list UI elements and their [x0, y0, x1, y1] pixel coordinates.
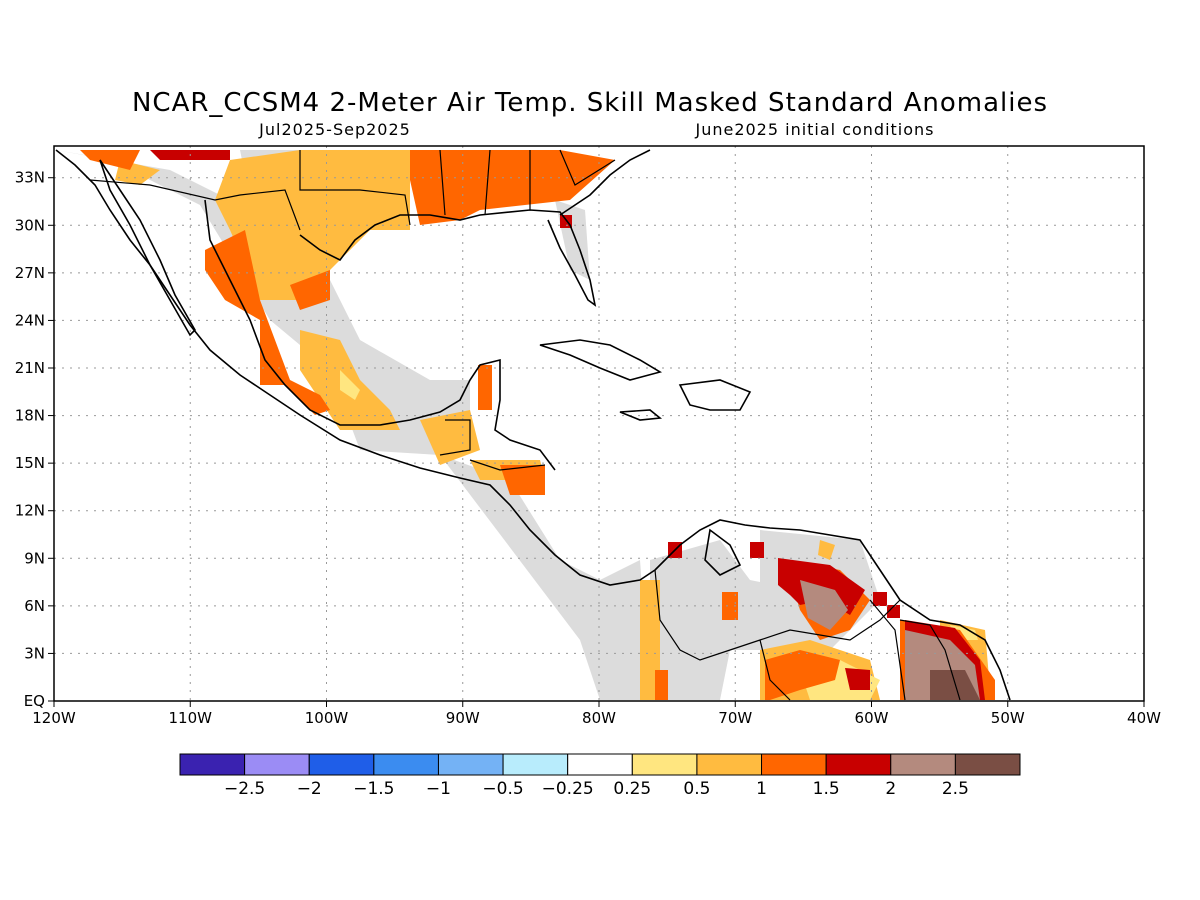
colorbar-label: −0.25: [542, 779, 594, 799]
x-tick-label: 100W: [305, 709, 349, 727]
x-tick-label: 80W: [582, 709, 616, 727]
colorbar-swatch: [761, 753, 827, 776]
x-tick-label: 60W: [855, 709, 889, 727]
x-tick-label: 70W: [718, 709, 752, 727]
y-tick-label: 9N: [24, 549, 45, 567]
map-area: [54, 146, 1144, 701]
colorbar-label: −1: [426, 779, 451, 799]
y-tick-label: 3N: [24, 644, 45, 662]
x-tick-label: 120W: [32, 709, 76, 727]
y-tick-label: 18N: [15, 407, 45, 425]
colorbar-label: 2.5: [942, 779, 969, 799]
colorbar: −2.5 −2 −1.5 −1 −0.5 −0.25 0.25 0.5 1 1.5 2 2.5: [179, 753, 1021, 799]
borders: [89, 149, 961, 701]
colorbar-swatch: [437, 753, 504, 776]
colorbar-swatch: [631, 753, 698, 776]
y-tick-label: 30N: [15, 216, 45, 234]
colorbar-swatch: [890, 753, 956, 776]
y-tick-label: 27N: [15, 264, 45, 282]
y-tick-label: 15N: [15, 454, 45, 472]
colorbar-label: −2: [297, 779, 322, 799]
x-axis-ticks: 120W 110W 100W 90W 80W 70W 60W 50W 40W: [32, 701, 1161, 727]
colorbar-swatch: [502, 753, 569, 776]
map-title: NCAR_CCSM4 2-Meter Air Temp. Skill Maske…: [132, 88, 1048, 118]
coastlines: [55, 149, 1011, 701]
colorbar-swatch: [244, 753, 310, 776]
colorbar-label: 1: [756, 779, 767, 799]
colorbar-swatch: [825, 753, 892, 776]
y-axis-ticks: EQ 3N 6N 9N 12N 15N 18N 21N 24N 27N 30N 33N: [15, 169, 54, 710]
y-tick-label: EQ: [24, 692, 45, 710]
y-tick-label: 21N: [15, 359, 45, 377]
colorbar-label: 0.5: [683, 779, 710, 799]
x-tick-label: 40W: [1127, 709, 1161, 727]
y-tick-label: 33N: [15, 169, 45, 187]
y-tick-label: 12N: [15, 502, 45, 520]
colorbar-swatch: [954, 753, 1021, 776]
colorbar-label: 2: [885, 779, 896, 799]
forecast-period: Jul2025-Sep2025: [258, 120, 411, 139]
x-tick-label: 50W: [991, 709, 1025, 727]
x-tick-label: 90W: [446, 709, 480, 727]
initial-conditions: June2025 initial conditions: [694, 120, 934, 139]
colorbar-swatch: [696, 753, 763, 776]
y-tick-label: 24N: [15, 311, 45, 329]
colorbar-swatch: [308, 753, 375, 776]
colorbar-swatch: [567, 753, 633, 776]
y-tick-label: 6N: [24, 597, 45, 615]
colorbar-label: −0.5: [482, 779, 523, 799]
colorbar-label: 1.5: [813, 779, 840, 799]
colorbar-label: 0.25: [613, 779, 651, 799]
colorbar-swatch: [373, 753, 439, 776]
colorbar-label: −2.5: [224, 779, 265, 799]
x-tick-label: 110W: [169, 709, 213, 727]
colorbar-swatch: [179, 753, 246, 776]
colorbar-label: −1.5: [353, 779, 394, 799]
